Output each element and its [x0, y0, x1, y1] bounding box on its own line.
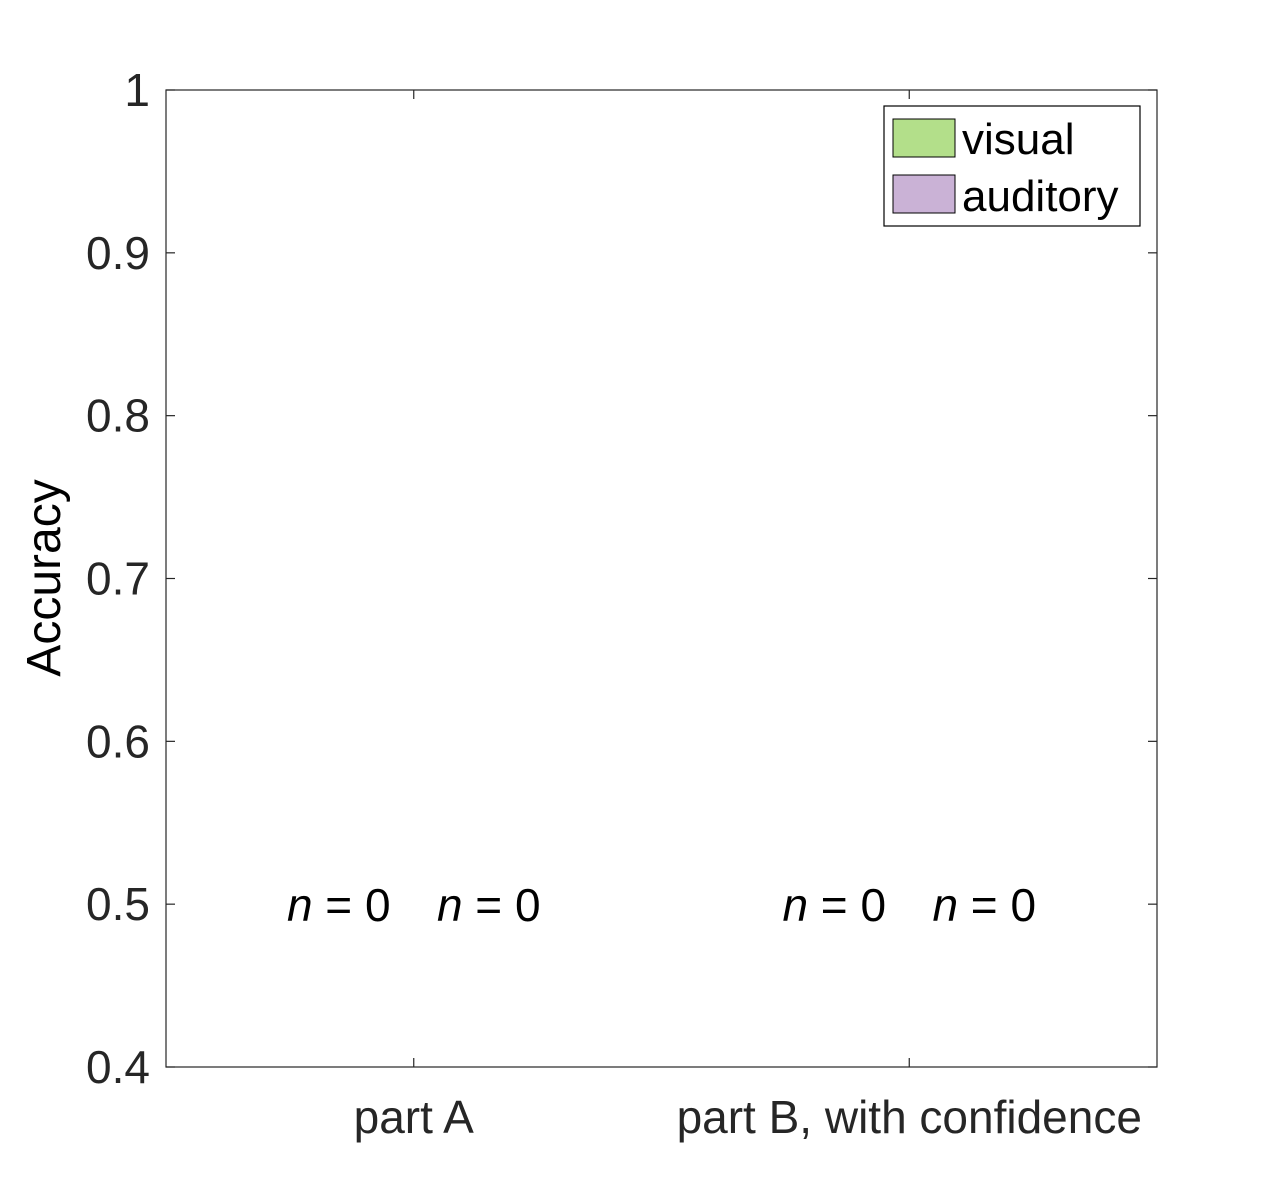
legend-label-visual: visual	[962, 115, 1075, 164]
y-tick-label: 0.6	[86, 715, 150, 767]
legend-swatch-visual	[892, 118, 956, 158]
x-tick-label: part A	[354, 1091, 475, 1143]
y-axis-title: Accuracy	[18, 479, 71, 676]
legend: visual auditory	[883, 105, 1141, 227]
n-label: n = 0	[782, 879, 886, 931]
n-label: n = 0	[932, 879, 1036, 931]
plot-area	[165, 89, 1158, 1068]
legend-swatch-auditory	[892, 174, 956, 214]
y-tick-label: 0.8	[86, 390, 150, 442]
x-axis: part A part B, with confidence	[354, 90, 1142, 1143]
y-tick-label: 0.5	[86, 878, 150, 930]
y-tick-label: 0.4	[86, 1041, 150, 1093]
y-tick-label: 0.9	[86, 227, 150, 279]
legend-label-auditory: auditory	[962, 172, 1119, 221]
x-tick-label: part B, with confidence	[677, 1091, 1142, 1143]
y-tick-label: 1	[124, 64, 150, 116]
n-label: n = 0	[437, 879, 541, 931]
sample-size-labels: n = 0 n = 0 n = 0 n = 0	[287, 879, 1036, 931]
y-axis: 0.4 0.5 0.6 0.7 0.8 0.9 1	[86, 64, 1157, 1093]
n-label: n = 0	[287, 879, 391, 931]
y-tick-label: 0.7	[86, 553, 150, 605]
